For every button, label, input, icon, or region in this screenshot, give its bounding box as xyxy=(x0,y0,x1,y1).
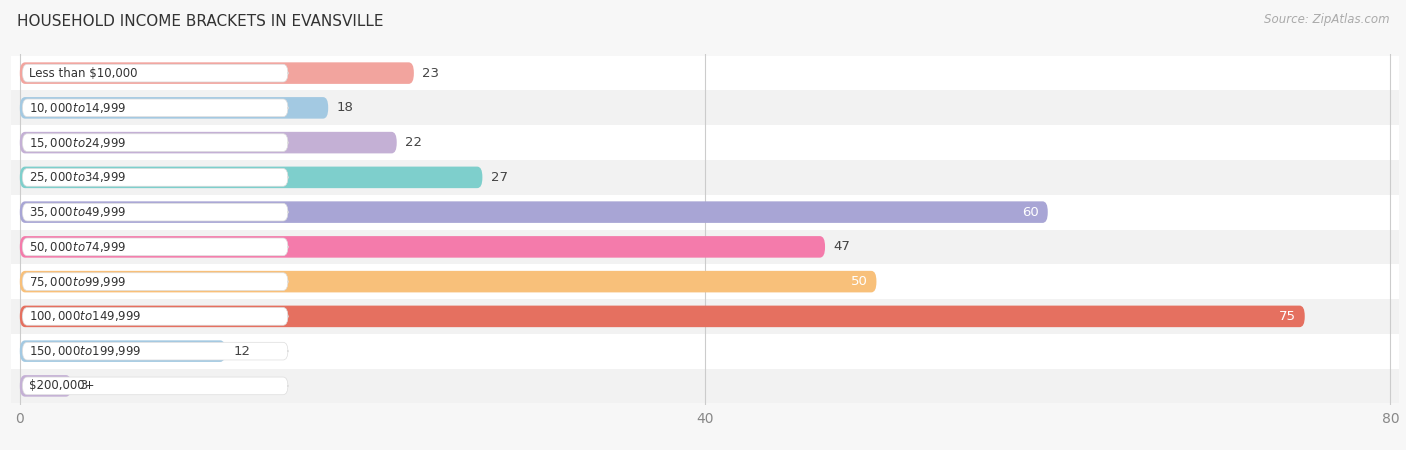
FancyBboxPatch shape xyxy=(22,203,288,221)
Bar xyxy=(11,160,1399,195)
Text: Source: ZipAtlas.com: Source: ZipAtlas.com xyxy=(1264,14,1389,27)
Text: $25,000 to $34,999: $25,000 to $34,999 xyxy=(30,171,127,184)
FancyBboxPatch shape xyxy=(22,377,288,395)
Text: $10,000 to $14,999: $10,000 to $14,999 xyxy=(30,101,127,115)
Bar xyxy=(11,230,1399,264)
Bar xyxy=(11,90,1399,125)
Text: 50: 50 xyxy=(851,275,868,288)
FancyBboxPatch shape xyxy=(22,99,288,117)
FancyBboxPatch shape xyxy=(20,306,1305,327)
Text: 23: 23 xyxy=(422,67,440,80)
Text: Less than $10,000: Less than $10,000 xyxy=(30,67,138,80)
Text: $100,000 to $149,999: $100,000 to $149,999 xyxy=(30,310,142,324)
FancyBboxPatch shape xyxy=(20,271,876,292)
Text: 47: 47 xyxy=(834,240,851,253)
FancyBboxPatch shape xyxy=(20,340,225,362)
Bar xyxy=(11,264,1399,299)
FancyBboxPatch shape xyxy=(20,201,1047,223)
FancyBboxPatch shape xyxy=(22,342,288,360)
Bar xyxy=(11,334,1399,369)
FancyBboxPatch shape xyxy=(22,169,288,186)
Bar xyxy=(11,125,1399,160)
Text: 18: 18 xyxy=(337,101,354,114)
Text: $150,000 to $199,999: $150,000 to $199,999 xyxy=(30,344,142,358)
FancyBboxPatch shape xyxy=(20,132,396,153)
Text: HOUSEHOLD INCOME BRACKETS IN EVANSVILLE: HOUSEHOLD INCOME BRACKETS IN EVANSVILLE xyxy=(17,14,384,28)
Text: $50,000 to $74,999: $50,000 to $74,999 xyxy=(30,240,127,254)
Text: $75,000 to $99,999: $75,000 to $99,999 xyxy=(30,274,127,288)
Bar xyxy=(11,56,1399,90)
Text: 3: 3 xyxy=(80,379,89,392)
Bar xyxy=(11,299,1399,334)
FancyBboxPatch shape xyxy=(22,307,288,325)
FancyBboxPatch shape xyxy=(22,273,288,290)
FancyBboxPatch shape xyxy=(20,236,825,258)
Bar xyxy=(11,195,1399,230)
FancyBboxPatch shape xyxy=(22,238,288,256)
Bar xyxy=(11,369,1399,403)
FancyBboxPatch shape xyxy=(20,97,328,119)
FancyBboxPatch shape xyxy=(22,134,288,152)
FancyBboxPatch shape xyxy=(20,166,482,188)
Text: $200,000+: $200,000+ xyxy=(30,379,94,392)
Text: $35,000 to $49,999: $35,000 to $49,999 xyxy=(30,205,127,219)
Text: 75: 75 xyxy=(1279,310,1296,323)
FancyBboxPatch shape xyxy=(22,64,288,82)
FancyBboxPatch shape xyxy=(20,63,413,84)
Text: 12: 12 xyxy=(233,345,250,358)
Text: 22: 22 xyxy=(405,136,422,149)
FancyBboxPatch shape xyxy=(20,375,72,396)
Text: 27: 27 xyxy=(491,171,508,184)
Text: 60: 60 xyxy=(1022,206,1039,219)
Text: $15,000 to $24,999: $15,000 to $24,999 xyxy=(30,135,127,149)
